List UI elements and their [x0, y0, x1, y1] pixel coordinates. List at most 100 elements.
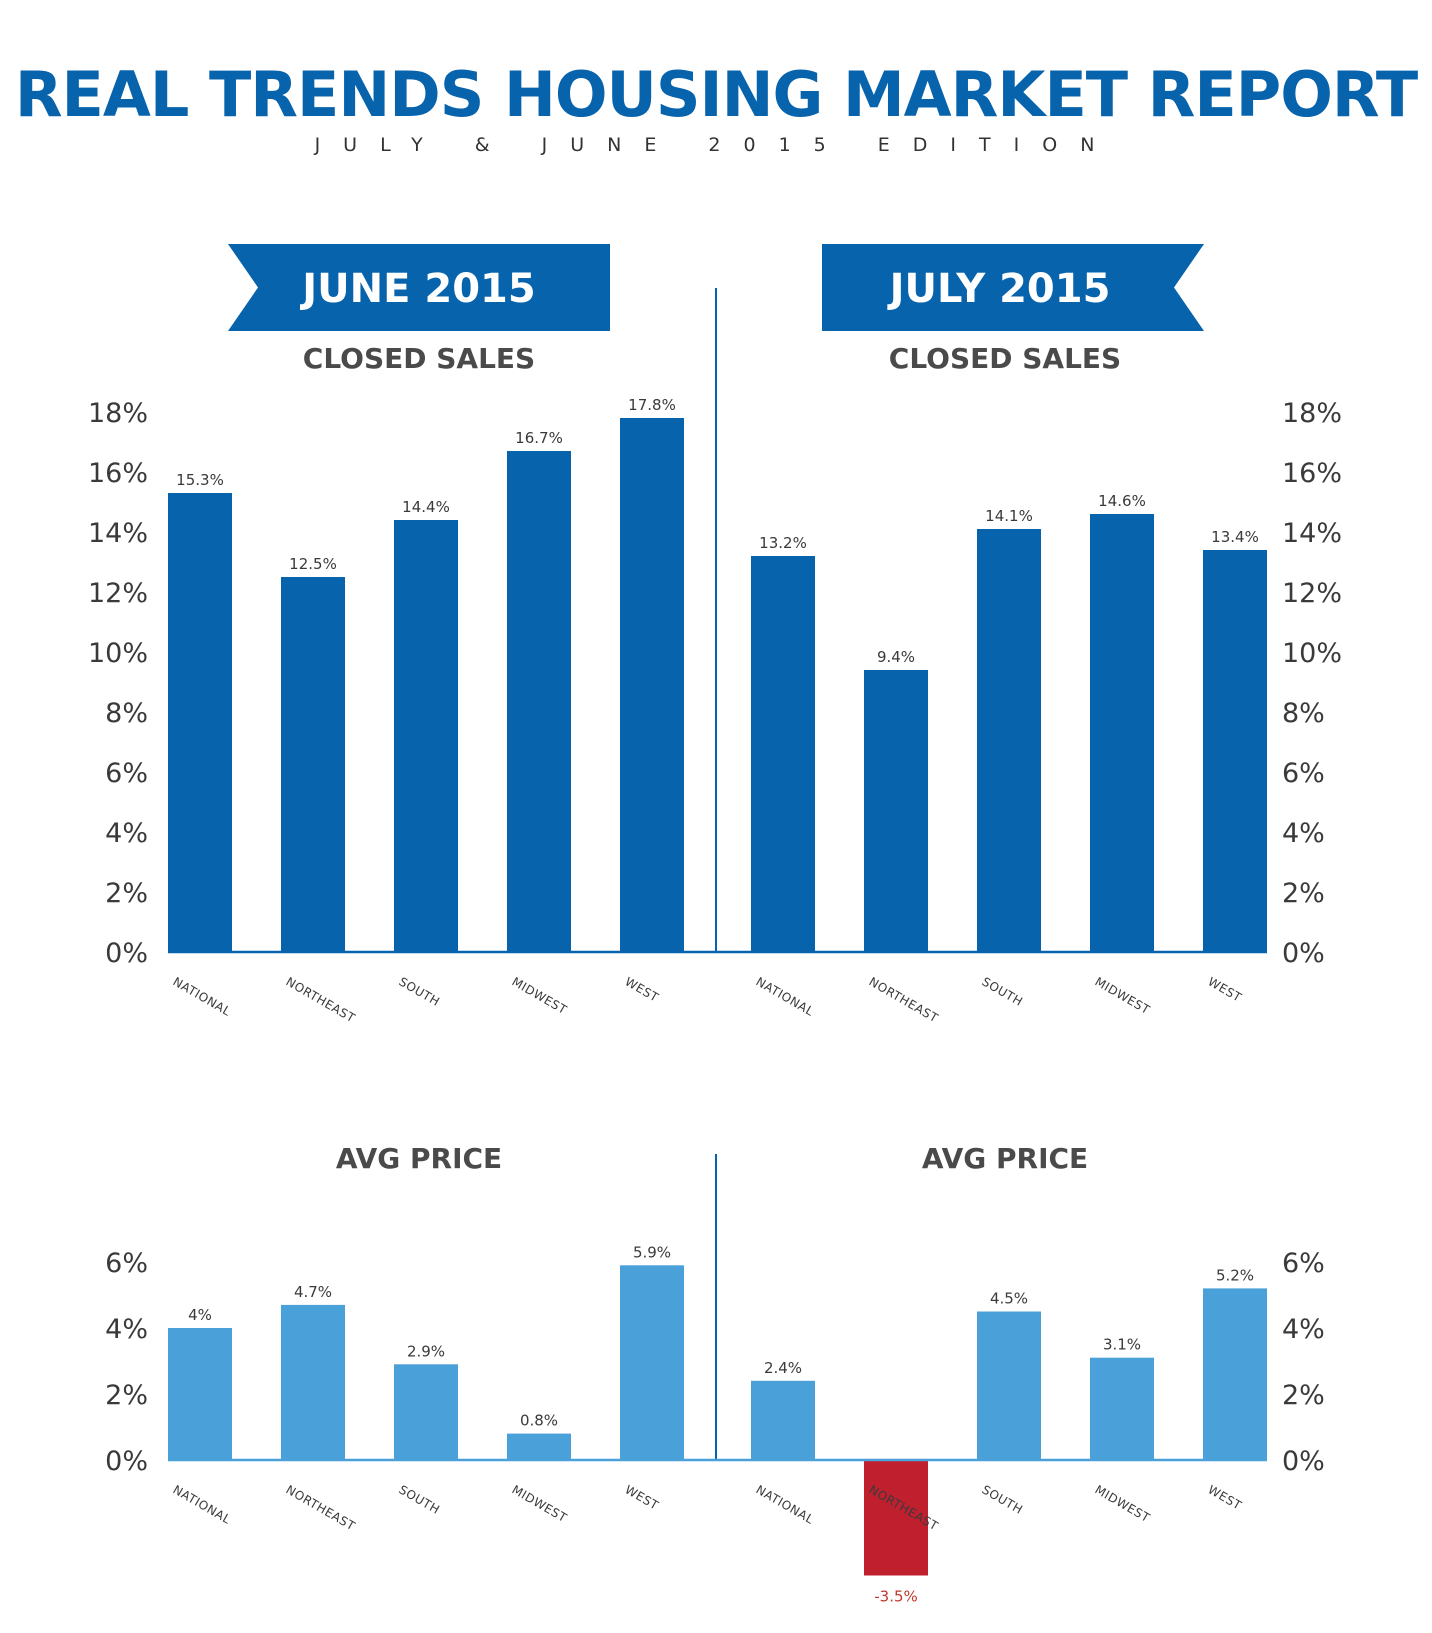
- july-closed-sales-chart: CLOSED SALES 0% 2% 4% 6% 8% 10% 12% 14% 16% 18% 13.…: [716, 342, 1342, 1025]
- category-label: MIDWEST: [1093, 1482, 1153, 1525]
- chart-title: AVG PRICE: [922, 1142, 1088, 1175]
- report-subtitle: JULY & JUNE 2015 EDITION: [314, 134, 1118, 156]
- chart-title: CLOSED SALES: [889, 342, 1121, 375]
- data-label: 3.1%: [1103, 1336, 1141, 1354]
- bar-west: [620, 1265, 684, 1460]
- y-tick-label: 4%: [105, 1314, 148, 1345]
- y-tick-label: 10%: [88, 638, 148, 669]
- y-tick-label: 0%: [105, 1446, 148, 1477]
- data-label: -3.5%: [874, 1588, 918, 1606]
- data-label: 2.9%: [407, 1342, 445, 1360]
- june-banner: JUNE 2015: [228, 244, 610, 331]
- data-label: 15.3%: [176, 471, 224, 489]
- y-tick-label: 12%: [88, 578, 148, 609]
- y-tick-label: 2%: [105, 1380, 148, 1411]
- july-banner-label: JULY 2015: [887, 266, 1111, 312]
- y-tick-label: 0%: [1282, 938, 1325, 969]
- data-label: 5.2%: [1216, 1266, 1254, 1284]
- y-tick-label: 0%: [1282, 1446, 1325, 1477]
- data-label: 4%: [188, 1306, 212, 1324]
- y-tick-label: 14%: [1282, 518, 1342, 549]
- category-label: MIDWEST: [510, 1482, 570, 1525]
- bar-west: [1203, 1288, 1267, 1460]
- data-label: 14.4%: [402, 498, 450, 516]
- june-closed-sales-chart: CLOSED SALES 0% 2% 4% 6% 8% 10% 12% 14% 16% 18% 15.…: [88, 342, 716, 1025]
- category-label: WEST: [1206, 1482, 1245, 1512]
- category-label: NATIONAL: [754, 974, 817, 1018]
- data-label: 13.2%: [759, 534, 807, 552]
- category-label: MIDWEST: [510, 974, 570, 1017]
- y-tick-label: 4%: [1282, 818, 1325, 849]
- data-label: 9.4%: [877, 648, 915, 666]
- bar-northeast: [281, 1304, 345, 1460]
- bar-national: [168, 1328, 232, 1460]
- report-title: REAL TRENDS HOUSING MARKET REPORT: [14, 58, 1418, 131]
- july-banner: JULY 2015: [822, 244, 1204, 331]
- bar-northeast: [864, 670, 928, 952]
- data-label: 17.8%: [628, 396, 676, 414]
- bar-south: [394, 520, 458, 952]
- category-label: NATIONAL: [171, 1482, 234, 1526]
- y-tick-label: 2%: [105, 878, 148, 909]
- y-tick-label: 6%: [1282, 758, 1325, 789]
- chart-title: AVG PRICE: [336, 1142, 502, 1175]
- data-label: 4.5%: [990, 1290, 1028, 1308]
- bar-south: [977, 529, 1041, 952]
- bar-national: [751, 556, 815, 952]
- bar-northeast: [281, 577, 345, 952]
- data-label: 13.4%: [1211, 528, 1259, 546]
- y-tick-label: 10%: [1282, 638, 1342, 669]
- bar-midwest: [507, 451, 571, 952]
- june-banner-label: JUNE 2015: [299, 266, 535, 312]
- bar-national: [751, 1380, 815, 1460]
- june-banner-ribbon: [228, 244, 610, 331]
- bar-south: [394, 1364, 458, 1460]
- category-label: WEST: [623, 1482, 662, 1512]
- bar-west: [1203, 550, 1267, 952]
- y-tick-label: 16%: [88, 458, 148, 489]
- data-label: 12.5%: [289, 555, 337, 573]
- data-label: 5.9%: [633, 1243, 671, 1261]
- y-tick-label: 8%: [1282, 698, 1325, 729]
- y-tick-label: 18%: [1282, 398, 1342, 429]
- y-tick-label: 14%: [88, 518, 148, 549]
- y-tick-label: 8%: [105, 698, 148, 729]
- y-tick-label: 4%: [105, 818, 148, 849]
- bar-west: [620, 418, 684, 952]
- y-tick-label: 6%: [105, 1248, 148, 1279]
- data-label: 16.7%: [515, 429, 563, 447]
- category-label: NORTHEAST: [284, 974, 358, 1025]
- category-label: SOUTH: [980, 974, 1026, 1008]
- bar-midwest: [1090, 514, 1154, 952]
- category-label: MIDWEST: [1093, 974, 1153, 1017]
- y-tick-label: 6%: [1282, 1248, 1325, 1279]
- category-label: SOUTH: [980, 1482, 1026, 1516]
- bar-northeast: [864, 1460, 928, 1576]
- chart-title: CLOSED SALES: [303, 342, 535, 375]
- y-tick-label: 12%: [1282, 578, 1342, 609]
- category-label: SOUTH: [397, 974, 443, 1008]
- data-label: 0.8%: [520, 1412, 558, 1430]
- bar-south: [977, 1311, 1041, 1460]
- category-label: WEST: [1206, 974, 1245, 1004]
- june-avg-price-chart: AVG PRICE 0% 2% 4% 6% 4% NATIONAL 4.7% NORTHEAST…: [105, 1142, 716, 1533]
- bar-midwest: [1090, 1357, 1154, 1460]
- category-label: NATIONAL: [171, 974, 234, 1018]
- category-label: NORTHEAST: [284, 1482, 358, 1533]
- bar-midwest: [507, 1433, 571, 1460]
- july-avg-price-chart: AVG PRICE0%2%4%6%2.4%NATIONAL-3.5%NORTHE…: [716, 1142, 1325, 1606]
- data-label: 14.1%: [985, 507, 1033, 525]
- july-banner-ribbon: [822, 244, 1204, 331]
- category-label: NATIONAL: [754, 1482, 817, 1526]
- data-label: 4.7%: [294, 1283, 332, 1301]
- y-tick-label: 16%: [1282, 458, 1342, 489]
- bar-national: [168, 493, 232, 952]
- y-tick-label: 6%: [105, 758, 148, 789]
- category-label: NORTHEAST: [867, 974, 941, 1025]
- category-label: SOUTH: [397, 1482, 443, 1516]
- y-tick-label: 4%: [1282, 1314, 1325, 1345]
- y-tick-label: 18%: [88, 398, 148, 429]
- y-tick-label: 0%: [105, 938, 148, 969]
- data-label: 2.4%: [764, 1359, 802, 1377]
